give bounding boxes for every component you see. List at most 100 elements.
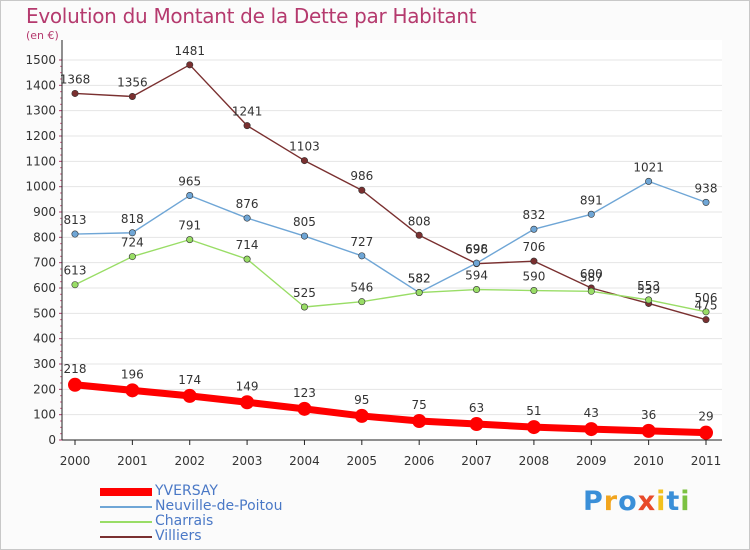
data-label: 546 (350, 281, 373, 295)
y-tick-label: 600 (33, 281, 56, 295)
y-tick-label: 500 (33, 306, 56, 320)
data-label: 724 (121, 236, 144, 250)
data-label: 714 (236, 238, 259, 252)
data-point (128, 92, 136, 100)
data-label: 876 (236, 197, 259, 211)
data-label: 698 (465, 242, 488, 256)
y-tick-label: 0 (48, 433, 56, 447)
legend-swatch (100, 506, 152, 508)
y-tick-label: 300 (33, 357, 56, 371)
data-label: 475 (695, 299, 718, 313)
y-tick-label: 700 (33, 256, 56, 270)
x-tick-label: 2005 (347, 454, 378, 468)
x-tick-label: 2010 (633, 454, 664, 468)
data-label: 891 (580, 193, 603, 207)
data-point (68, 377, 82, 392)
x-tick-label: 2003 (232, 454, 263, 468)
y-tick-label: 100 (33, 408, 56, 422)
data-point (128, 253, 136, 261)
data-point (354, 408, 369, 423)
data-point (699, 425, 713, 440)
data-label: 613 (64, 264, 87, 278)
data-point (530, 225, 538, 233)
y-tick-label: 900 (33, 205, 56, 219)
series-layer (68, 61, 713, 440)
data-label: 1103 (289, 140, 320, 154)
data-point (641, 423, 656, 438)
data-label: 525 (293, 286, 316, 300)
data-label: 51 (526, 404, 541, 418)
data-label: 986 (350, 169, 373, 183)
series-line-neuville-de-poitou (74, 180, 707, 294)
legend-label: Villiers (155, 528, 202, 544)
x-tick-label: 2006 (404, 454, 435, 468)
series-line-villiers (74, 64, 707, 321)
data-point (358, 186, 366, 194)
data-label: 553 (637, 279, 660, 293)
data-point (300, 232, 308, 240)
plot-background (62, 40, 722, 440)
chart-subtitle: (en €) (26, 29, 59, 42)
data-point (186, 61, 194, 69)
axis-layer: 0 100 200 300 400 500 600 700 800 900 1000 1100 1200… (25, 40, 722, 468)
x-tick-label: 2008 (519, 454, 550, 468)
data-label: 938 (695, 181, 718, 195)
x-tick-label: 2007 (461, 454, 492, 468)
data-point (587, 287, 595, 295)
data-label: 832 (522, 208, 545, 222)
data-point (645, 177, 653, 185)
data-label: 791 (178, 219, 201, 233)
data-label: 1356 (117, 75, 148, 89)
chart-title: Evolution du Montant de la Dette par Hab… (26, 4, 477, 28)
data-point (243, 122, 251, 130)
x-tick-label: 2000 (60, 454, 91, 468)
logo-letter: i (680, 486, 691, 517)
legend-label: YVERSAY (155, 483, 218, 499)
logo-letter: x (637, 486, 657, 517)
data-label: 696 (465, 243, 488, 257)
data-point (526, 420, 541, 435)
data-point (125, 383, 140, 398)
logo-letter: t (666, 486, 681, 517)
data-label: 594 (465, 269, 488, 283)
data-point (182, 388, 197, 403)
data-label: 95 (354, 393, 369, 407)
logo-letter: i (656, 486, 667, 517)
data-point (186, 236, 194, 244)
data-label: 706 (522, 240, 545, 254)
legend-swatch (100, 521, 152, 523)
data-point (645, 296, 653, 304)
data-label: 590 (522, 270, 545, 284)
y-tick-label: 400 (33, 332, 56, 346)
data-label: 36 (641, 408, 656, 422)
data-label: 539 (637, 282, 660, 296)
data-point (702, 198, 710, 206)
data-label: 727 (350, 235, 373, 249)
proxiti-logo: Proxiti (583, 486, 691, 517)
data-label: 63 (469, 401, 484, 415)
data-label: 813 (64, 213, 87, 227)
x-tick-label: 2011 (691, 454, 722, 468)
y-tick-label: 1000 (25, 180, 56, 194)
y-tick-label: 1100 (25, 154, 56, 168)
x-tick-label: 2004 (289, 454, 320, 468)
data-label: 174 (178, 373, 201, 387)
y-tick-label: 1200 (25, 129, 56, 143)
data-point (300, 303, 308, 311)
logo-letter: r (603, 486, 619, 517)
legend-label: Neuville-de-Poitou (155, 498, 283, 514)
logo-letter: o (618, 486, 638, 517)
data-point (473, 286, 481, 294)
data-label: 600 (580, 267, 603, 281)
data-point (186, 192, 194, 200)
data-label: 1368 (60, 72, 91, 86)
data-label: 43 (584, 406, 599, 420)
y-tick-label: 200 (33, 382, 56, 396)
data-label: 587 (580, 270, 603, 284)
data-label: 582 (408, 272, 431, 286)
data-label: 808 (408, 214, 431, 228)
data-label: 218 (64, 362, 87, 376)
data-point (297, 401, 312, 416)
data-point (240, 395, 255, 410)
